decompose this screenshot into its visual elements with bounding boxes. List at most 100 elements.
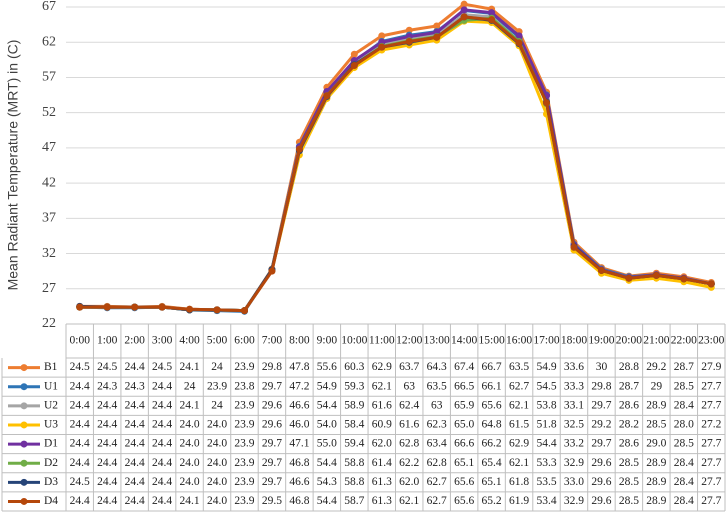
table-cell: 24.4 <box>152 380 172 392</box>
table-cell: 24.4 <box>125 457 145 469</box>
table-cell: 29.7 <box>591 438 611 450</box>
legend-label: D2 <box>44 457 58 469</box>
table-cell: 28.4 <box>674 476 694 488</box>
legend-label: B1 <box>44 361 58 373</box>
point <box>543 99 551 107</box>
table-cell: 28.5 <box>619 457 639 469</box>
table-cell: 55.0 <box>317 438 337 450</box>
legend-marker <box>20 478 28 486</box>
y-tick-label: 67 <box>42 0 56 14</box>
legend-label: D1 <box>44 438 58 450</box>
table-cell: 54.4 <box>536 438 556 450</box>
table-cell: 29 <box>651 380 663 392</box>
point <box>131 303 139 311</box>
table-cell: 65.9 <box>454 399 474 411</box>
table-cell: 63 <box>403 380 415 392</box>
table-cell: 24.1 <box>180 399 200 411</box>
x-tick-label: 2:00 <box>124 335 145 347</box>
table-cell: 47.8 <box>289 361 309 373</box>
table-cell: 29.6 <box>591 476 611 488</box>
table-cell: 53.4 <box>536 495 556 507</box>
table-cell: 24.0 <box>207 419 227 431</box>
table-cell: 62.0 <box>372 438 392 450</box>
table-cell: 66.2 <box>482 438 502 450</box>
table-cell: 29.8 <box>262 361 282 373</box>
y-axis-title: Mean Radiant Temperature (MRT) in (C) <box>5 40 21 291</box>
table-cell: 53.8 <box>536 399 556 411</box>
table-cell: 24 <box>184 380 196 392</box>
table-cell: 60.3 <box>344 361 364 373</box>
table-cell: 32.5 <box>564 419 584 431</box>
legend-label: D3 <box>44 476 58 488</box>
x-tick-label: 8:00 <box>289 335 310 347</box>
point <box>323 92 331 100</box>
table-cell: 24.4 <box>97 495 117 507</box>
legend-label: U2 <box>44 399 58 411</box>
table-cell: 24.3 <box>97 380 117 392</box>
table-cell: 24.4 <box>152 399 172 411</box>
table-cell: 62.7 <box>427 495 447 507</box>
x-tick-label: 20:00 <box>616 335 642 347</box>
y-tick-label: 62 <box>42 34 56 49</box>
table-cell: 66.1 <box>482 380 502 392</box>
series-line <box>79 19 712 313</box>
point <box>433 22 441 30</box>
table-cell: 29.7 <box>262 476 282 488</box>
table-cell: 47.1 <box>289 438 309 450</box>
table-cell: 24.3 <box>125 380 145 392</box>
table-cell: 65.1 <box>482 476 502 488</box>
table-cell: 54.0 <box>317 419 337 431</box>
table-cell: 28.6 <box>619 399 639 411</box>
table-cell: 65.1 <box>454 457 474 469</box>
table-cell: 24.4 <box>125 495 145 507</box>
point <box>186 305 194 313</box>
point <box>680 275 688 283</box>
table-cell: 61.6 <box>372 399 392 411</box>
table-cell: 28.9 <box>646 495 666 507</box>
table-cell: 24.4 <box>70 419 90 431</box>
table-cell: 58.4 <box>344 419 364 431</box>
table-cell: 29.0 <box>646 438 666 450</box>
table-cell: 64.8 <box>482 419 502 431</box>
table-cell: 63.5 <box>427 380 447 392</box>
table-cell: 27.7 <box>701 495 721 507</box>
table-cell: 54.5 <box>536 380 556 392</box>
series-line <box>79 9 712 313</box>
table-cell: 62.7 <box>427 476 447 488</box>
table-cell: 24.4 <box>97 419 117 431</box>
table-cell: 23.9 <box>234 399 254 411</box>
table-cell: 66.6 <box>454 438 474 450</box>
point <box>213 306 221 314</box>
table-cell: 28.5 <box>646 419 666 431</box>
series-line <box>79 16 712 313</box>
table-cell: 24.4 <box>125 476 145 488</box>
table-cell: 46.6 <box>289 476 309 488</box>
table-cell: 24.4 <box>125 361 145 373</box>
table-cell: 24.0 <box>207 476 227 488</box>
legend-label: D4 <box>44 495 58 507</box>
table-cell: 65.6 <box>454 476 474 488</box>
table-cell: 24.5 <box>152 361 172 373</box>
legend-marker <box>20 364 28 372</box>
table-cell: 62.9 <box>509 438 529 450</box>
legend-label: U3 <box>44 419 58 431</box>
table-cell: 24 <box>211 399 223 411</box>
table-cell: 58.9 <box>344 399 364 411</box>
table-cell: 46.6 <box>289 399 309 411</box>
table-cell: 46.0 <box>289 419 309 431</box>
x-tick-label: 21:00 <box>643 335 669 347</box>
x-tick-label: 16:00 <box>506 335 532 347</box>
y-tick-label: 27 <box>42 281 56 296</box>
table-cell: 33.3 <box>564 380 584 392</box>
table-cell: 24.4 <box>152 438 172 450</box>
legend-marker <box>20 421 28 429</box>
table-cell: 62.1 <box>372 380 392 392</box>
table-cell: 33.6 <box>564 361 584 373</box>
point <box>652 271 660 279</box>
x-tick-label: 18:00 <box>561 335 587 347</box>
table-cell: 62.0 <box>399 476 419 488</box>
table-cell: 29.8 <box>591 380 611 392</box>
point <box>460 0 468 8</box>
table-cell: 54.4 <box>317 399 337 411</box>
table-cell: 66.5 <box>454 380 474 392</box>
